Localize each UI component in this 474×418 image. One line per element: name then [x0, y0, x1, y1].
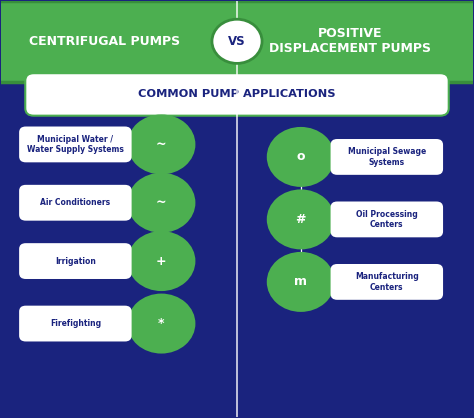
FancyBboxPatch shape: [19, 127, 132, 162]
FancyBboxPatch shape: [330, 264, 443, 300]
Text: Municipal Water /
Water Supply Systems: Municipal Water / Water Supply Systems: [27, 135, 124, 154]
FancyBboxPatch shape: [0, 1, 474, 82]
Text: *: *: [158, 317, 164, 330]
Circle shape: [212, 19, 262, 64]
Circle shape: [267, 189, 335, 250]
FancyBboxPatch shape: [19, 306, 132, 342]
Circle shape: [128, 115, 195, 174]
FancyBboxPatch shape: [19, 243, 132, 279]
Text: VS: VS: [228, 35, 246, 48]
Text: Irrigation: Irrigation: [55, 257, 96, 265]
FancyBboxPatch shape: [19, 185, 132, 221]
Circle shape: [267, 252, 335, 312]
Text: +: +: [156, 255, 167, 268]
Circle shape: [128, 173, 195, 233]
Text: ~: ~: [156, 196, 167, 209]
Text: #: #: [296, 213, 306, 226]
Circle shape: [128, 231, 195, 291]
Text: Air Conditioners: Air Conditioners: [40, 198, 110, 207]
Text: COMMON PUMP APPLICATIONS: COMMON PUMP APPLICATIONS: [138, 89, 336, 99]
Text: Oil Processing
Centers: Oil Processing Centers: [356, 210, 418, 229]
Text: m: m: [294, 275, 307, 288]
FancyBboxPatch shape: [25, 73, 449, 116]
Text: Firefighting: Firefighting: [50, 319, 101, 328]
Text: Manufacturing
Centers: Manufacturing Centers: [355, 272, 419, 292]
Text: ~: ~: [156, 138, 167, 151]
Circle shape: [267, 127, 335, 187]
Text: CENTRIFUGAL PUMPS: CENTRIFUGAL PUMPS: [29, 35, 180, 48]
Circle shape: [128, 293, 195, 354]
Text: o: o: [297, 150, 305, 163]
FancyBboxPatch shape: [330, 139, 443, 175]
Text: POSITIVE
DISPLACEMENT PUMPS: POSITIVE DISPLACEMENT PUMPS: [269, 27, 431, 55]
Text: Municipal Sewage
Systems: Municipal Sewage Systems: [348, 147, 426, 167]
FancyBboxPatch shape: [330, 201, 443, 237]
